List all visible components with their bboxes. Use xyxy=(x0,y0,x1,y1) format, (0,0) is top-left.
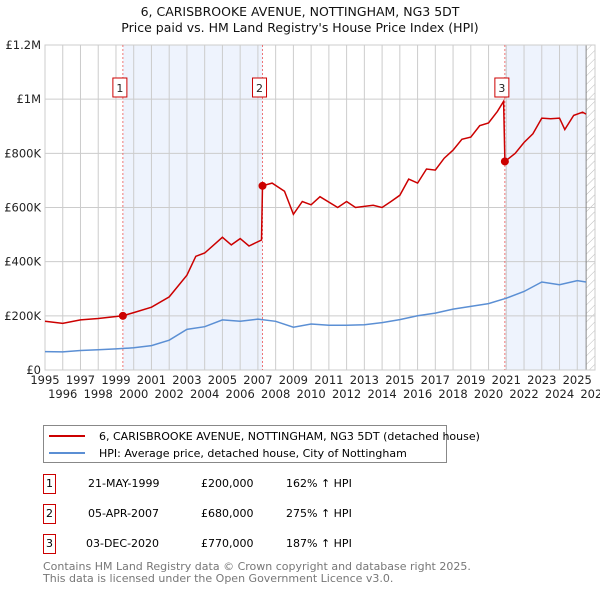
price-chart: 1995199619971998199920002001200220032004… xyxy=(4,38,600,401)
y-tick-label: £200K xyxy=(4,309,41,323)
hpi-line xyxy=(44,279,587,353)
sale-marker-number: 2 xyxy=(43,504,56,524)
legend: 6, CARISBROOKE AVENUE, NOTTINGHAM, NG3 5… xyxy=(43,425,480,463)
sale-price: £680,000 xyxy=(201,507,254,520)
legend-label: HPI: Average price, detached house, City… xyxy=(99,446,407,460)
sale-hpi: 275% ↑ HPI xyxy=(286,507,352,520)
x-tick-label: 2013 xyxy=(350,373,379,387)
sale-label-box xyxy=(494,77,510,98)
sale-point xyxy=(118,311,127,320)
x-tick-label: 2022 xyxy=(509,387,538,401)
x-tick-label: 2010 xyxy=(296,387,325,401)
x-tick-label: 1998 xyxy=(84,387,113,401)
x-tick-label: 2017 xyxy=(421,373,450,387)
x-tick-label: 1997 xyxy=(66,373,95,387)
x-tick-label: 2024 xyxy=(545,387,574,401)
footer-licence: This data is licensed under the Open Gov… xyxy=(43,572,394,585)
y-tick-label: £800K xyxy=(4,146,41,160)
sale-row: 3 03-DEC-2020 £770,000 187% ↑ HPI xyxy=(43,534,443,554)
x-tick-label: 2020 xyxy=(474,387,503,401)
sale-marker-number: 1 xyxy=(43,474,56,494)
sale-label-number: 2 xyxy=(256,82,263,95)
x-tick-label: 2003 xyxy=(172,373,201,387)
y-tick-label: £600K xyxy=(4,201,41,215)
x-tick-label: 2019 xyxy=(456,373,485,387)
x-tick-label: 2012 xyxy=(332,387,361,401)
legend-swatch-red xyxy=(49,435,85,437)
sale-date: 21-MAY-1999 xyxy=(88,477,160,490)
y-tick-label: £1M xyxy=(16,92,41,106)
y-tick-label: £400K xyxy=(4,255,41,269)
x-tick-label: 2025 xyxy=(563,373,592,387)
x-tick-label: 1995 xyxy=(30,373,59,387)
x-tick-label: 2015 xyxy=(385,373,414,387)
sale-row: 1 21-MAY-1999 £200,000 162% ↑ HPI xyxy=(43,474,443,494)
x-tick-label: 2018 xyxy=(438,387,467,401)
footer-copyright: Contains HM Land Registry data © Crown c… xyxy=(43,560,471,573)
x-tick-label: 2026 xyxy=(580,387,600,401)
x-tick-label: 2016 xyxy=(403,387,432,401)
property-price-line xyxy=(44,98,587,325)
sale-price: £770,000 xyxy=(201,537,254,550)
sale-date: 05-APR-2007 xyxy=(88,507,160,520)
legend-item-hpi: HPI: Average price, detached house, City… xyxy=(44,445,407,461)
x-tick-label: 2006 xyxy=(226,387,255,401)
chart-title: 6, CARISBROOKE AVENUE, NOTTINGHAM, NG3 5… xyxy=(140,4,460,19)
sale-point xyxy=(500,157,509,166)
sale-date: 03-DEC-2020 xyxy=(86,537,160,550)
legend-label: 6, CARISBROOKE AVENUE, NOTTINGHAM, NG3 5… xyxy=(99,429,480,443)
sale-marker-number: 3 xyxy=(43,534,56,554)
sale-label-box xyxy=(112,77,128,98)
x-tick-label: 2021 xyxy=(492,373,521,387)
x-tick-label: 2005 xyxy=(208,373,237,387)
sale-hpi: 187% ↑ HPI xyxy=(286,537,352,550)
legend-swatch-blue xyxy=(49,452,85,454)
sale-row: 2 05-APR-2007 £680,000 275% ↑ HPI xyxy=(43,504,443,524)
x-tick-label: 2004 xyxy=(190,387,219,401)
x-tick-label: 2011 xyxy=(314,373,343,387)
sale-label-number: 1 xyxy=(116,82,123,95)
y-tick-label: £0 xyxy=(26,363,41,377)
x-tick-label: 1996 xyxy=(48,387,77,401)
x-tick-label: 2008 xyxy=(261,387,290,401)
sale-label-number: 3 xyxy=(498,82,505,95)
chart-subtitle: Price paid vs. HM Land Registry's House … xyxy=(121,20,479,35)
x-tick-label: 1999 xyxy=(101,373,130,387)
x-tick-label: 2001 xyxy=(137,373,166,387)
x-tick-label: 2007 xyxy=(243,373,272,387)
x-tick-label: 2009 xyxy=(279,373,308,387)
x-tick-label: 2002 xyxy=(155,387,184,401)
legend-item-property: 6, CARISBROOKE AVENUE, NOTTINGHAM, NG3 5… xyxy=(44,428,480,444)
sale-label-box xyxy=(252,77,268,98)
x-tick-label: 2000 xyxy=(119,387,148,401)
plot-border xyxy=(44,44,596,371)
sale-price: £200,000 xyxy=(201,477,254,490)
sale-point xyxy=(258,181,267,190)
x-tick-label: 2014 xyxy=(367,387,396,401)
sale-hpi: 162% ↑ HPI xyxy=(286,477,352,490)
y-tick-label: £1.2M xyxy=(5,38,41,52)
x-tick-label: 2023 xyxy=(527,373,556,387)
